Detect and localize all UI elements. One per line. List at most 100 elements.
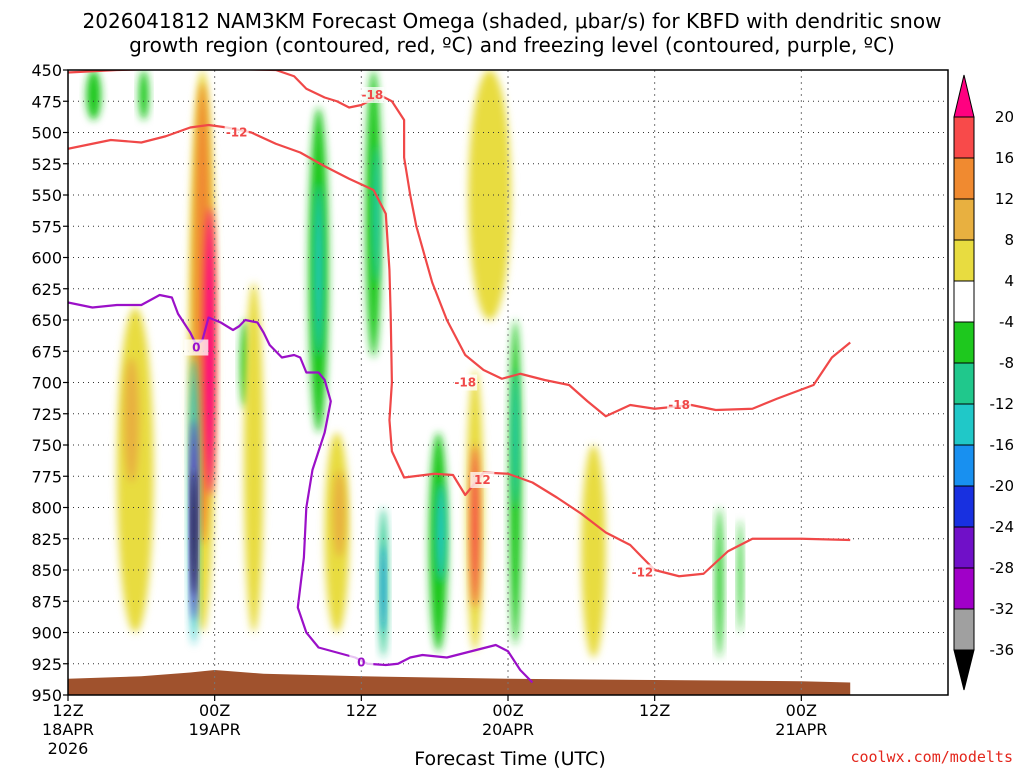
- omega-cell-6: [86, 70, 101, 120]
- omega-cell-7: [138, 70, 149, 120]
- y-tick-700: 700: [31, 374, 62, 393]
- y-tick-675: 675: [31, 342, 62, 361]
- y-tick-775: 775: [31, 467, 62, 486]
- colorbar-label-4: 4: [1004, 272, 1014, 290]
- colorbar-swatch-8: [953, 444, 975, 487]
- contour-label-0-2: -12: [632, 566, 654, 580]
- omega-cell-9: [124, 357, 139, 483]
- colorbar-label-2: 12: [995, 190, 1014, 208]
- omega-cell-15: [372, 145, 380, 283]
- y-tick-825: 825: [31, 530, 62, 549]
- omega-cell-19: [381, 545, 386, 633]
- contour-label-bg-0-0: [224, 124, 249, 141]
- contour-label-1-1: -18: [454, 376, 476, 390]
- omega-cell-13: [314, 182, 323, 358]
- x-tick-label-1-0: 00Z: [199, 701, 230, 720]
- colorbar-label-0: 20: [995, 108, 1014, 126]
- colorbar-swatch-7: [953, 403, 975, 446]
- omega-cell-29: [737, 520, 743, 633]
- colorbar-swatch-1: [953, 157, 975, 200]
- colorbar-swatch-6: [953, 362, 975, 405]
- contour-labels: -12 12 -12 -18 -18 -18 0 0: [184, 87, 692, 671]
- x-tick-label-5-0: 00Z: [786, 701, 817, 720]
- y-tick-800: 800: [31, 499, 62, 518]
- colorbar-swatch-10: [953, 526, 975, 569]
- y-axis: 450 475 500 525 550 575 600 625 650 675 700 725 750 7…: [31, 61, 68, 705]
- chart-title: 2026041812 NAM3KM Forecast Omega (shaded…: [83, 9, 942, 33]
- colorbar-label-5: -4: [999, 313, 1014, 331]
- contour-label-bg-0-2: [630, 564, 655, 581]
- x-axis-label: Forecast Time (UTC): [414, 748, 605, 768]
- colorbar-swatch-4: [953, 280, 975, 323]
- contour-label-bg-1-2: [667, 397, 692, 413]
- colorbar-bottom-arrow: [953, 649, 975, 691]
- y-tick-850: 850: [31, 561, 62, 580]
- omega-cell-5: [191, 470, 196, 595]
- y-tick-950: 950: [31, 686, 62, 705]
- x-tick-label-0-2: 2026: [48, 739, 89, 758]
- colorbar-swatch-12: [953, 608, 975, 651]
- contour-label-bg-0-1: [470, 472, 495, 488]
- y-tick-925: 925: [31, 655, 62, 674]
- colorbar-label-11: -28: [990, 559, 1015, 577]
- omega-cell-26: [468, 70, 512, 320]
- colorbar-label-1: 16: [995, 149, 1014, 167]
- y-tick-875: 875: [31, 592, 62, 611]
- x-tick-label-0-0: 12Z: [52, 701, 83, 720]
- contour-line-1: [68, 70, 851, 418]
- colorbar-label-8: -16: [990, 436, 1015, 454]
- contour-label-0-1: 12: [474, 473, 491, 487]
- x-tick-label-2-0: 12Z: [346, 701, 377, 720]
- x-tick-label-4-0: 12Z: [639, 701, 670, 720]
- y-tick-725: 725: [31, 405, 62, 424]
- grid-lines: [68, 70, 948, 695]
- colorbar-swatch-11: [953, 567, 975, 610]
- colorbar-swatch-5: [953, 321, 975, 364]
- x-tick-label-0-1: 18APR: [42, 720, 94, 739]
- credit-link[interactable]: coolwx.com/modelts: [850, 748, 1013, 766]
- colorbar-swatch-0: [953, 116, 975, 159]
- colorbar-swatch-2: [953, 198, 975, 241]
- colorbar-label-3: 8: [1004, 231, 1014, 249]
- y-tick-550: 550: [31, 186, 62, 205]
- contour-label-1-2: -18: [668, 398, 690, 412]
- colorbar-label-10: -24: [990, 518, 1015, 536]
- x-tick-label-3-1: 20APR: [482, 720, 534, 739]
- contour-label-2-1: 0: [357, 656, 365, 670]
- colorbar-swatch-3: [953, 239, 975, 282]
- colorbar: 20 16 12 8 4 -4 -8 -12 -16 -20 -24 -28 -32 -36: [953, 74, 1015, 691]
- contour-label-bg-2-1: [349, 654, 374, 671]
- colorbar-label-7: -12: [990, 395, 1015, 413]
- omega-cell-2: [204, 207, 216, 495]
- y-tick-475: 475: [31, 92, 62, 111]
- x-tick-label-3-0: 00Z: [492, 701, 523, 720]
- colorbar-label-12: -32: [990, 600, 1015, 618]
- contour-line-2: [68, 293, 534, 684]
- contour-label-2-0: 0: [192, 341, 200, 355]
- colorbar-label-6: -8: [999, 354, 1014, 372]
- colorbar-label-9: -20: [990, 477, 1015, 495]
- y-tick-900: 900: [31, 624, 62, 643]
- omega-cell-23: [470, 445, 480, 608]
- colorbar-top-arrow: [953, 74, 975, 118]
- y-tick-525: 525: [31, 155, 62, 174]
- omega-cell-11: [244, 282, 264, 633]
- colorbar-label-13: -36: [990, 641, 1015, 659]
- contour-label-bg-1-0: [360, 87, 385, 103]
- chart-subtitle: growth region (contoured, red, ºC) and f…: [129, 33, 895, 57]
- omega-cell-28: [715, 507, 724, 658]
- x-tick-label-1-1: 19APR: [189, 720, 241, 739]
- y-tick-450: 450: [31, 61, 62, 80]
- omega-cell-17: [333, 470, 346, 558]
- omega-cell-25: [512, 370, 519, 508]
- contour-label-1-0: -18: [361, 88, 383, 102]
- omega-cell-27: [581, 445, 606, 658]
- contour-label-bg-2-0: [184, 339, 209, 356]
- contour-label-bg-1-1: [453, 374, 478, 391]
- y-tick-625: 625: [31, 280, 62, 299]
- y-tick-500: 500: [31, 124, 62, 143]
- y-tick-650: 650: [31, 311, 62, 330]
- y-tick-750: 750: [31, 436, 62, 455]
